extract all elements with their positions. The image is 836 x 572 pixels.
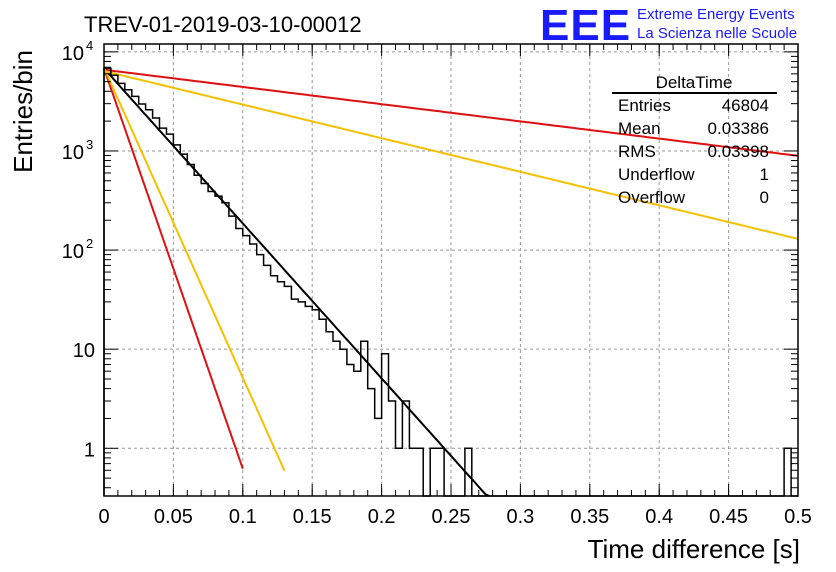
y-tick-base: 1 bbox=[84, 439, 95, 461]
y-tick-exponent: 2 bbox=[86, 236, 93, 251]
y-tick-exponent: 3 bbox=[86, 137, 93, 152]
y-tick-base: 10 bbox=[62, 142, 84, 164]
y-tick-label: 10 3 bbox=[62, 137, 93, 164]
fit-curves bbox=[103, 67, 799, 497]
stats-name: DeltaTime bbox=[656, 73, 733, 92]
stats-value: 46804 bbox=[722, 96, 769, 115]
chart-title: TREV-01-2019-03-10-00012 bbox=[84, 12, 362, 37]
y-tick-label: 10 bbox=[73, 340, 95, 362]
eee-logo: EEE Extreme Energy Events La Scienza nel… bbox=[540, 1, 797, 50]
stats-box: DeltaTime Entries 46804 Mean 0.03386 RMS… bbox=[612, 73, 777, 207]
y-tick-label: 10 4 bbox=[62, 38, 93, 65]
y-tick-exponent: 4 bbox=[86, 38, 93, 53]
x-tick-label: 0.35 bbox=[570, 506, 609, 528]
y-tick-base: 10 bbox=[62, 241, 84, 263]
histogram-outline bbox=[103, 67, 798, 497]
x-axis-ticks: 0 0.05 0.1 0.15 0.2 0.25 0.3 0.35 0.4 0.45 0.5 bbox=[98, 44, 812, 528]
y-tick-base: 10 bbox=[73, 340, 95, 362]
fit-curve-3 bbox=[103, 68, 244, 470]
x-axis-label: Time difference [s] bbox=[588, 534, 800, 564]
histogram bbox=[103, 67, 798, 497]
x-tick-label: 0.4 bbox=[645, 506, 673, 528]
y-tick-base: 10 bbox=[62, 43, 84, 65]
logo-line-2: La Scienza nelle Scuole bbox=[637, 25, 797, 42]
x-tick-label: 0.45 bbox=[709, 506, 748, 528]
fit-curve-4 bbox=[103, 67, 286, 472]
x-tick-label: 0.1 bbox=[229, 506, 257, 528]
logo-line-1: Extreme Energy Events bbox=[637, 6, 795, 23]
x-tick-label: 0.3 bbox=[506, 506, 534, 528]
x-tick-label: 0.2 bbox=[368, 506, 396, 528]
fit-curve-2 bbox=[103, 70, 799, 240]
x-tick-label: 0.05 bbox=[154, 506, 193, 528]
fit-curve-1 bbox=[103, 68, 799, 157]
fit-curve-0 bbox=[103, 67, 490, 497]
stats-value: 0.03386 bbox=[708, 119, 769, 138]
stats-value: 0.03398 bbox=[708, 142, 769, 161]
stats-label: RMS bbox=[618, 142, 656, 161]
logo-letters: EEE bbox=[540, 1, 631, 50]
stats-value: 1 bbox=[760, 165, 769, 184]
stats-value: 0 bbox=[760, 188, 769, 207]
y-tick-label: 10 2 bbox=[62, 236, 93, 263]
stats-label: Overflow bbox=[618, 188, 686, 207]
y-axis-label: Entries/bin bbox=[8, 50, 38, 173]
stats-label: Mean bbox=[618, 119, 661, 138]
y-tick-label: 1 bbox=[84, 439, 95, 461]
stats-label: Underflow bbox=[618, 165, 695, 184]
x-tick-label: 0.5 bbox=[784, 506, 812, 528]
x-tick-label: 0.25 bbox=[432, 506, 471, 528]
x-tick-label: 0.15 bbox=[293, 506, 332, 528]
grid-lines bbox=[104, 44, 798, 496]
stats-label: Entries bbox=[618, 96, 671, 115]
x-tick-label: 0 bbox=[98, 506, 109, 528]
